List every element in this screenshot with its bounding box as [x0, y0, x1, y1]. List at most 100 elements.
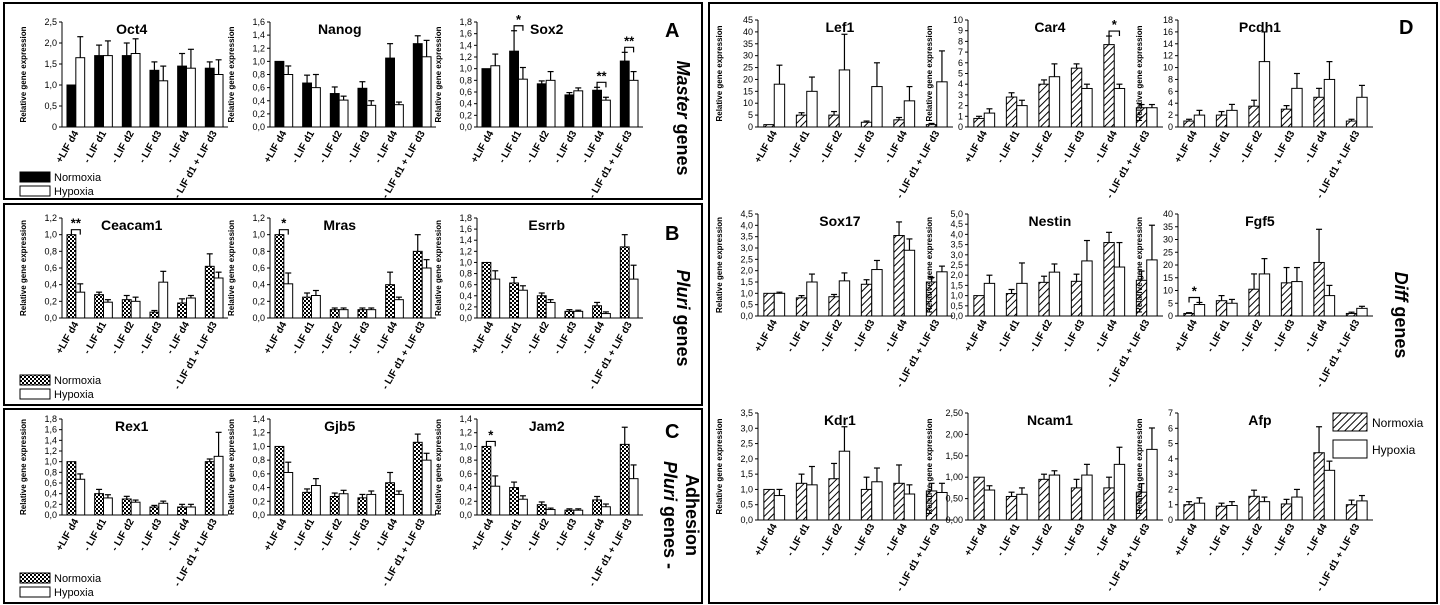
x-tick-label: - LIF d1: [497, 129, 525, 166]
bar-hypoxia: [628, 478, 639, 516]
x-tick-label: - LIF d1: [995, 318, 1023, 355]
bar-normoxia: [1183, 504, 1195, 521]
x-tick-label: - LIF d1: [290, 517, 318, 554]
x-tick-label: - LIF d4: [1093, 522, 1121, 559]
y-tick-label: 0,0: [459, 510, 472, 520]
bar-hypoxia: [158, 80, 169, 128]
bar-hypoxia: [1016, 493, 1028, 521]
bar-normoxia: [795, 114, 808, 128]
bar-hypoxia: [1113, 87, 1126, 128]
bar-hypoxia: [518, 498, 528, 516]
panel-title-c: Pluri genes -: [660, 461, 680, 569]
bar-normoxia: [274, 234, 285, 319]
bar-hypoxia: [983, 489, 996, 521]
significance-star: *: [281, 216, 287, 231]
bar-hypoxia: [573, 509, 584, 516]
y-tick-label: 30: [1163, 235, 1173, 245]
y-tick-label: 1,2: [459, 246, 472, 256]
bar-hypoxia: [1258, 273, 1271, 317]
x-tick-label: - LIF d4: [1303, 129, 1331, 166]
y-axis-label: Relative gene expression: [434, 26, 443, 122]
y-tick-label: 0,0: [252, 122, 265, 132]
bar-normoxia: [177, 506, 188, 516]
bar-hypoxia: [490, 485, 501, 516]
x-tick-label: - LIF d1: [82, 129, 110, 166]
y-tick-label: 3,0: [950, 250, 963, 260]
y-tick-label: 2,50: [945, 408, 963, 418]
y-tick-label: 2,5: [950, 260, 963, 270]
bar-normoxia: [893, 482, 905, 521]
bar-hypoxia: [1113, 463, 1126, 521]
bar-hypoxia: [1291, 496, 1303, 521]
y-tick-label: 7: [958, 47, 963, 57]
y-tick-label: 1,0: [459, 441, 472, 451]
bar-hypoxia: [1291, 87, 1303, 128]
y-tick-label: 0,4: [459, 483, 472, 493]
y-tick-label: 1,4: [252, 414, 265, 424]
y-tick-label: 2,00: [945, 429, 963, 439]
bar-normoxia: [973, 476, 985, 521]
y-tick-label: 5: [1168, 298, 1173, 308]
y-tick-label: 40: [1163, 209, 1173, 219]
x-tick-label: - LIF d2: [109, 129, 137, 166]
x-tick-label: - LIF d3: [552, 129, 580, 166]
bar-hypoxia: [1258, 61, 1271, 128]
bar-normoxia: [536, 83, 547, 128]
y-tick-label: 0,5: [740, 300, 753, 310]
bar-normoxia: [1313, 96, 1325, 128]
significance-bracket: [70, 229, 81, 235]
x-tick-label: - LIF d1: [290, 129, 318, 166]
x-tick-label: - LIF d4: [580, 320, 608, 357]
y-tick-label: 6: [958, 58, 963, 68]
y-tick-label: 3: [1168, 469, 1173, 479]
y-tick-label: 3,0: [740, 423, 753, 433]
bar-normoxia: [66, 461, 77, 516]
bar-normoxia: [1248, 495, 1260, 521]
significance-bracket: [624, 46, 635, 53]
chart-title: Jam2: [529, 418, 565, 434]
y-tick-label: 30: [743, 51, 753, 61]
y-tick-label: 0,2: [44, 296, 57, 306]
y-tick-label: 1,6: [252, 17, 265, 27]
bar-normoxia: [274, 60, 285, 128]
y-axis-label: Relative gene expression: [434, 419, 443, 515]
x-tick-label: - LIF d2: [524, 320, 552, 357]
significance-bracket: [513, 25, 524, 31]
x-tick-label: - LIF d1: [82, 320, 110, 357]
y-axis-label: Relative gene expression: [1135, 217, 1144, 313]
panel-letter-d: D: [1399, 17, 1413, 39]
bar-hypoxia: [601, 313, 611, 319]
y-tick-label: 1,4: [459, 235, 472, 245]
y-tick-label: 0,0: [44, 313, 57, 323]
x-tick-label: +LIF d4: [1173, 522, 1200, 558]
y-tick-label: 3,5: [740, 408, 753, 418]
significance-bracket: [1108, 30, 1121, 37]
y-tick-label: 0,6: [252, 83, 265, 93]
y-tick-label: 2: [958, 101, 963, 111]
y-tick-label: 9: [958, 26, 963, 36]
y-tick-label: 2,5: [740, 254, 753, 264]
y-tick-label: 0,6: [459, 87, 472, 97]
y-tick-label: 0,6: [252, 263, 265, 273]
y-tick-label: 0,5: [44, 101, 57, 111]
x-tick-label: - LIF d3: [1060, 522, 1088, 559]
x-tick-label: +LIF d4: [262, 517, 289, 553]
y-tick-label: 0,0: [740, 311, 753, 321]
bar-normoxia: [828, 114, 840, 128]
legend-swatch-hypoxia: [19, 586, 51, 598]
bar-normoxia: [385, 482, 396, 516]
chart-gjb5: 0,0 0,2 0,4 0,6 0,8 1,0 1,2 1,4 Relative gene ex…: [227, 414, 436, 589]
y-tick-label: 4,0: [950, 229, 963, 239]
y-tick-label: 10: [1163, 286, 1173, 296]
y-tick-label: 0,2: [459, 110, 472, 120]
chart-title: Kdr1: [824, 412, 856, 428]
y-axis-label: Relative gene expression: [1135, 25, 1144, 121]
bar-normoxia: [1103, 242, 1115, 317]
y-tick-label: 0,4: [459, 99, 472, 109]
y-tick-label: 0,2: [459, 496, 472, 506]
bar-normoxia: [1215, 114, 1228, 128]
bar-hypoxia: [983, 112, 996, 128]
y-tick-label: 1,0: [252, 56, 265, 66]
bar-normoxia: [481, 261, 492, 319]
y-axis-label: Relative gene expression: [715, 418, 724, 514]
